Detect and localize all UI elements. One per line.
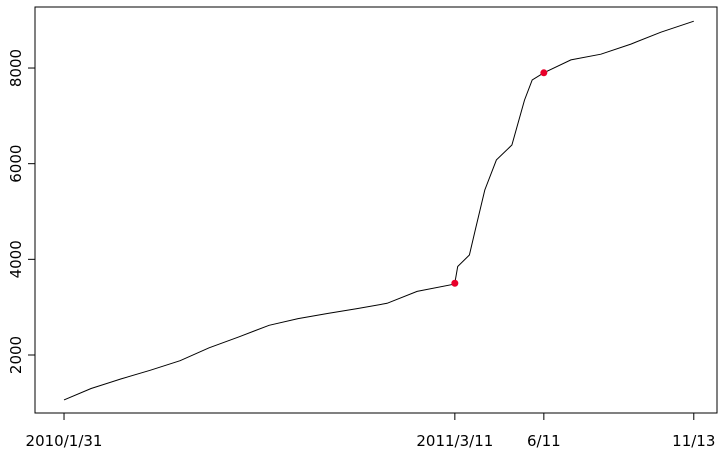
highlight-point [540,69,548,77]
plot-frame [34,6,718,414]
y-tick-label: 2000 [7,336,25,374]
line [63,20,694,401]
x-tick-label: 2010/1/31 [26,432,103,450]
highlight-point [451,279,459,287]
y-tick-label: 4000 [7,240,25,278]
y-tick-label: 6000 [7,145,25,183]
x-tick-label: 2011/3/11 [416,432,493,450]
y-tick-label: 8000 [7,49,25,87]
x-tick-label: 6/11 [527,432,561,450]
x-tick-label: 11/13 [672,432,715,450]
